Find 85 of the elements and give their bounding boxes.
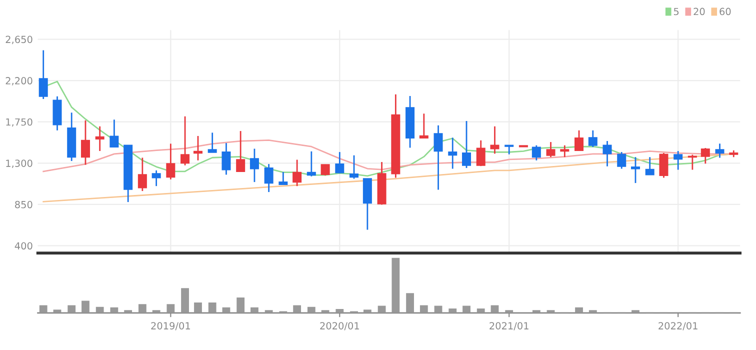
bar <box>632 310 640 313</box>
legend-label: 60 <box>720 8 731 16</box>
candlestick <box>630 156 640 184</box>
bar <box>476 308 485 313</box>
legend-label: 20 <box>694 8 705 16</box>
y-tick-label: 1,750 <box>6 118 32 127</box>
candlestick <box>602 140 612 168</box>
x-tick-label: 2021/01 <box>490 322 528 330</box>
y-tick-label: 1,300 <box>6 160 32 168</box>
candlestick <box>546 141 556 158</box>
candlestick <box>278 171 288 186</box>
candlestick <box>335 151 344 174</box>
bar <box>181 288 189 313</box>
candlestick <box>532 144 541 162</box>
candlestick <box>180 116 190 166</box>
candlestick <box>166 142 176 180</box>
y-tick-label: 400 <box>14 242 32 250</box>
y-tick-label: 2,650 <box>6 36 32 44</box>
x-tick-label: 2019/01 <box>151 322 190 330</box>
bar <box>82 300 90 313</box>
bar <box>490 305 499 313</box>
candlestick <box>250 148 259 183</box>
candlestick <box>138 157 147 192</box>
x-tick-label: 2020/01 <box>320 322 359 330</box>
bar <box>110 307 118 313</box>
bar <box>194 302 202 313</box>
candlestick <box>264 163 274 193</box>
candlestick <box>292 159 302 187</box>
candlestick <box>38 50 48 100</box>
candlestick <box>222 142 231 176</box>
bar <box>208 302 216 313</box>
x-tick-label: 2022/01 <box>658 322 698 330</box>
bar <box>264 310 273 313</box>
bar <box>336 309 344 313</box>
candlestick <box>659 152 668 178</box>
bar <box>307 306 316 313</box>
y-tick-label: 850 <box>15 200 32 208</box>
candlestick <box>674 150 683 170</box>
candlestick <box>419 112 428 139</box>
candlestick <box>574 130 584 152</box>
bar <box>462 306 470 313</box>
candlestick <box>236 130 246 173</box>
candlestick <box>588 130 598 148</box>
bar <box>505 310 514 313</box>
bar <box>236 298 245 313</box>
bar <box>124 310 132 313</box>
bar <box>293 305 302 313</box>
bar <box>420 305 428 313</box>
candlestick <box>645 156 654 176</box>
candlestick <box>490 126 500 154</box>
candlestick <box>208 132 217 154</box>
candlestick <box>350 154 359 180</box>
candlestick <box>110 118 119 148</box>
bar <box>448 308 457 313</box>
candlestick <box>80 120 90 166</box>
candlestick <box>306 150 316 178</box>
bar <box>575 307 583 313</box>
bar <box>152 310 160 313</box>
y-tick-label: 2,200 <box>6 77 32 86</box>
bar <box>39 305 48 313</box>
bar <box>68 305 76 313</box>
bar <box>406 293 414 313</box>
candlestick <box>434 124 443 190</box>
bar <box>166 304 175 313</box>
candlestick <box>476 140 486 167</box>
bar <box>588 310 597 313</box>
bar <box>138 304 146 313</box>
bar <box>532 310 540 313</box>
candlestick <box>715 142 724 158</box>
candlestick <box>700 147 710 164</box>
candlestick <box>617 151 626 170</box>
candlestick <box>152 170 161 187</box>
candlestick <box>504 144 514 156</box>
bar <box>392 258 400 313</box>
bar <box>250 307 258 313</box>
candlestick <box>320 164 330 176</box>
bar <box>363 310 372 313</box>
candlestick <box>462 120 472 169</box>
bar <box>96 306 104 313</box>
candlestick <box>193 135 202 162</box>
candlestick <box>560 144 570 158</box>
legend-label: 5 <box>674 8 679 16</box>
candlestick <box>448 137 458 170</box>
candlestick <box>95 126 104 152</box>
bar <box>321 310 330 313</box>
